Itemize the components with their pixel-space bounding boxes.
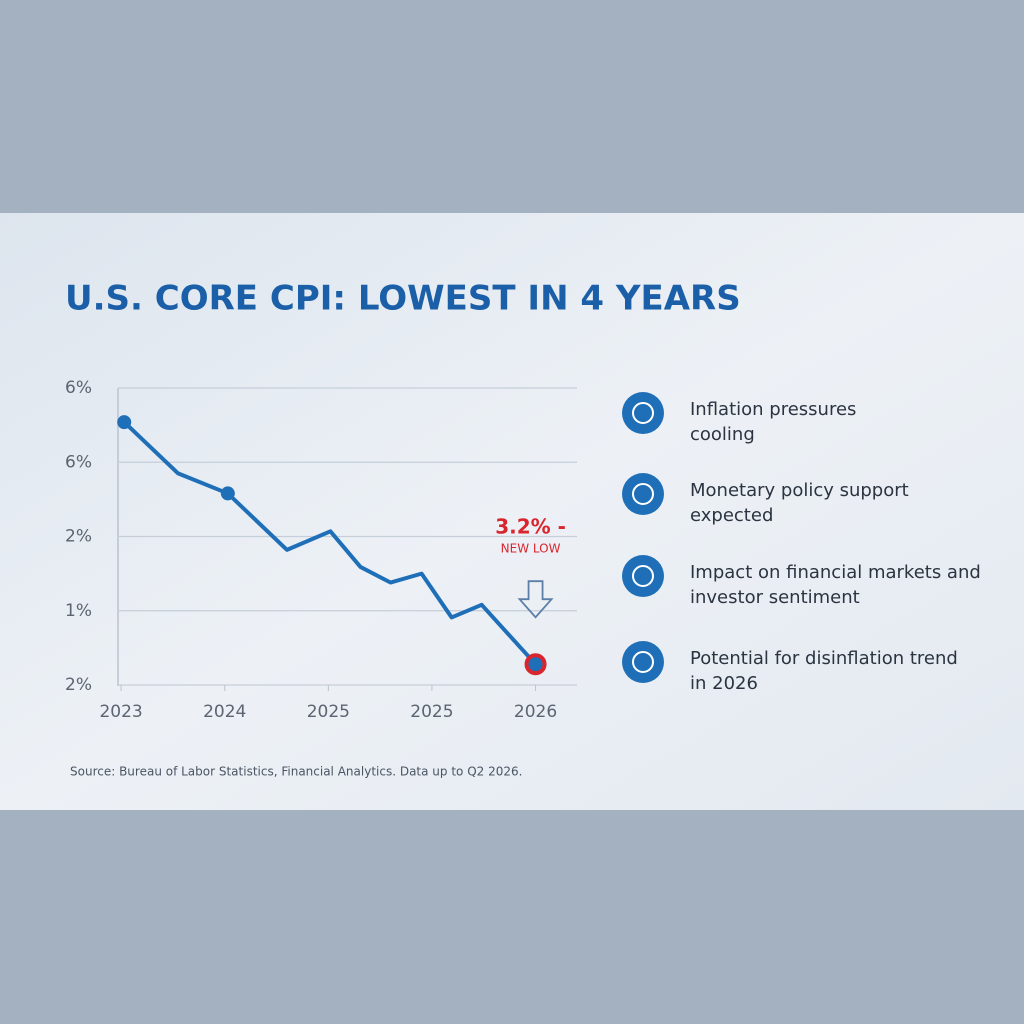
bullet-icon-inner <box>632 402 654 424</box>
y-tick-label: 2% <box>65 675 92 695</box>
bullet-text: Monetary policy support <box>690 480 909 501</box>
y-tick-label: 2% <box>65 527 92 547</box>
x-tick-label: 2025 <box>410 702 453 722</box>
bullet-text: in 2026 <box>690 673 758 694</box>
series-line <box>122 420 538 666</box>
bullet-text: Inflation pressures <box>690 399 856 420</box>
bullet-icon-inner <box>632 483 654 505</box>
bullet-icon <box>622 392 664 434</box>
arrow-icon <box>517 580 554 619</box>
y-tick-label: 1% <box>65 601 92 621</box>
bullet-icon-inner <box>632 565 654 587</box>
x-tick-label: 2025 <box>307 702 350 722</box>
y-tick-label: 6% <box>65 452 92 472</box>
x-tick-label: 2024 <box>203 702 246 722</box>
annotation: NEW LOW <box>501 542 561 556</box>
x-tick-label: 2023 <box>99 702 142 722</box>
bullet-icon <box>622 641 664 683</box>
highlight-point <box>524 653 547 676</box>
bullet-icon-inner <box>632 651 654 673</box>
bullet-icon <box>622 473 664 515</box>
point-marker <box>117 415 132 430</box>
y-tick-label: 6% <box>65 378 92 398</box>
bullet-text: investor sentiment <box>690 587 860 608</box>
point-marker <box>220 486 235 501</box>
bullet-text: Impact on financial markets and <box>690 562 981 583</box>
chart-title: U.S. CORE CPI: LOWEST IN 4 YEARS <box>65 279 741 319</box>
bullet-text: expected <box>690 505 773 526</box>
bullet-text: cooling <box>690 424 755 445</box>
bullet-text: Potential for disinflation trend <box>690 648 958 669</box>
source: Source: Bureau of Labor Statistics, Fina… <box>70 765 522 779</box>
x-tick-label: 2026 <box>514 702 557 722</box>
annotation: 3.2% - <box>495 515 566 539</box>
panel <box>0 213 1024 810</box>
bullet-icon <box>622 555 664 597</box>
